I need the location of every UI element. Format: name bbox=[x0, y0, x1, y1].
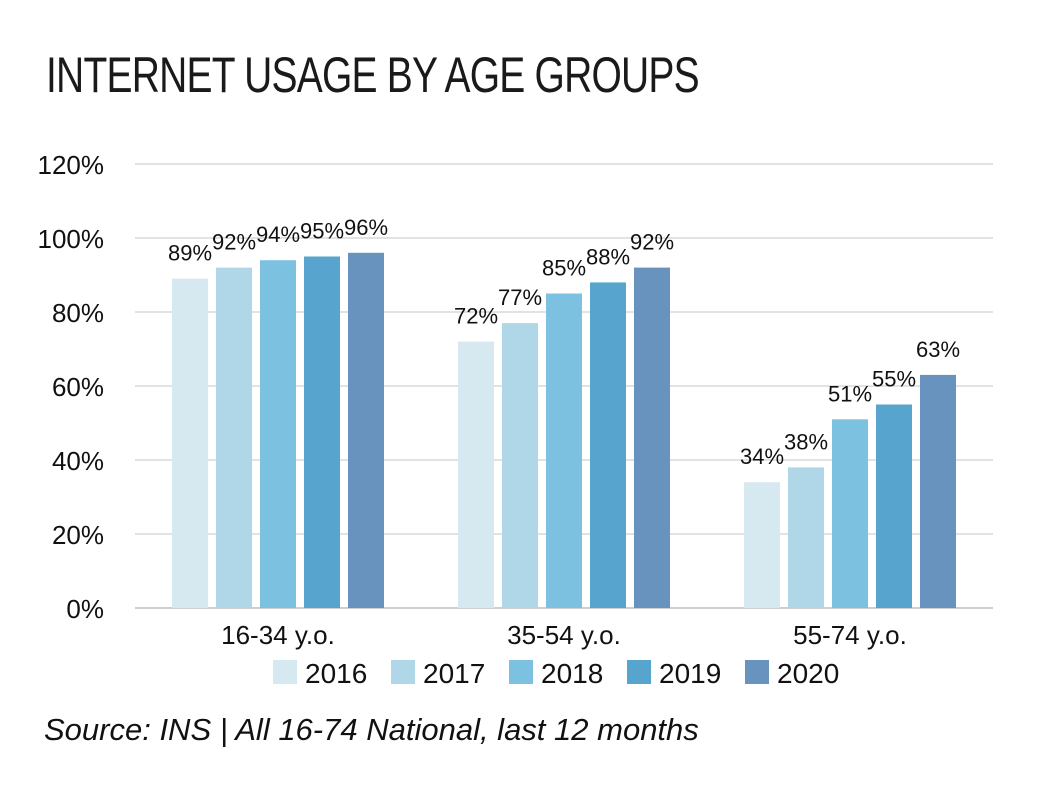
x-tick-label: 16-34 y.o. bbox=[221, 620, 335, 650]
legend-label: 2019 bbox=[659, 658, 721, 689]
data-label: 89% bbox=[168, 241, 212, 266]
bar-2018-3 bbox=[832, 419, 868, 608]
bar-2019-1 bbox=[304, 256, 340, 608]
legend-label: 2018 bbox=[541, 658, 603, 689]
legend-swatch bbox=[745, 660, 769, 684]
y-tick-label: 0% bbox=[66, 594, 104, 624]
data-label: 63% bbox=[916, 337, 960, 362]
y-tick-label: 20% bbox=[52, 520, 104, 550]
data-label: 95% bbox=[300, 219, 344, 244]
legend: 2016 2017 2018 2019 2020 bbox=[273, 658, 839, 689]
bar-2016-1 bbox=[172, 278, 208, 608]
data-label: 92% bbox=[212, 230, 256, 255]
data-label: 94% bbox=[256, 222, 300, 247]
bar-2017-1 bbox=[216, 267, 252, 608]
legend-swatch bbox=[273, 660, 297, 684]
data-label: 96% bbox=[344, 215, 388, 240]
data-label: 77% bbox=[498, 285, 542, 310]
bars bbox=[172, 252, 956, 609]
data-label: 55% bbox=[872, 367, 916, 392]
x-tick-label: 35-54 y.o. bbox=[507, 620, 621, 650]
bar-2018-2 bbox=[546, 293, 582, 608]
bar-2017-3 bbox=[788, 467, 824, 608]
bar-2018-1 bbox=[260, 260, 296, 608]
x-tick-label: 55-74 y.o. bbox=[793, 620, 907, 650]
data-label: 88% bbox=[586, 244, 630, 269]
legend-swatch bbox=[509, 660, 533, 684]
source-note: Source: INS | All 16-74 National, last 1… bbox=[44, 712, 699, 747]
data-label: 92% bbox=[630, 230, 674, 255]
bar-2019-3 bbox=[876, 404, 912, 608]
bar-2020-3 bbox=[920, 374, 956, 608]
bar-2017-2 bbox=[502, 323, 538, 608]
legend-label: 2016 bbox=[305, 658, 367, 689]
legend-label: 2020 bbox=[777, 658, 839, 689]
y-tick-label: 80% bbox=[52, 298, 104, 328]
chart-title: INTERNET USAGE BY AGE GROUPS bbox=[46, 47, 700, 103]
y-tick-label: 60% bbox=[52, 372, 104, 402]
bar-2016-3 bbox=[744, 482, 780, 608]
bar-2020-1 bbox=[348, 252, 384, 609]
y-tick-label: 100% bbox=[38, 224, 105, 254]
data-label: 85% bbox=[542, 256, 586, 281]
x-axis: 16-34 y.o. 35-54 y.o. 55-74 y.o. bbox=[221, 620, 907, 650]
bar-2016-2 bbox=[458, 341, 494, 608]
y-tick-label: 120% bbox=[38, 150, 105, 180]
bar-2019-2 bbox=[590, 282, 626, 608]
y-axis: 0% 20% 40% 60% 80% 100% 120% bbox=[38, 150, 105, 624]
legend-swatch bbox=[391, 660, 415, 684]
data-label: 51% bbox=[828, 381, 872, 406]
y-tick-label: 40% bbox=[52, 446, 104, 476]
legend-label: 2017 bbox=[423, 658, 485, 689]
data-label: 38% bbox=[784, 429, 828, 454]
bar-2020-2 bbox=[634, 267, 670, 608]
data-label: 72% bbox=[454, 304, 498, 329]
data-label: 34% bbox=[740, 444, 784, 469]
legend-swatch bbox=[627, 660, 651, 684]
data-labels: 89% 92% 94% 95% 96%72%77%85% 88%92%34%38%51%5… bbox=[168, 215, 960, 469]
